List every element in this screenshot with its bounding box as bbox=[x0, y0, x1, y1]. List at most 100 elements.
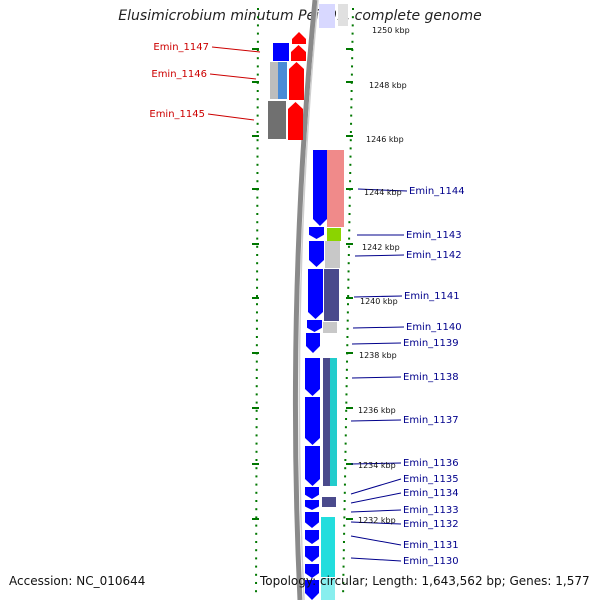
left-ruler-dot bbox=[256, 196, 259, 199]
right-ruler-dot bbox=[346, 344, 349, 347]
reverse-gene-block bbox=[305, 530, 319, 544]
gene-label-forward: Emin_1147 bbox=[153, 42, 209, 53]
left-ruler-dot bbox=[256, 172, 259, 174]
accession-text: Accession: NC_010644 bbox=[9, 574, 146, 588]
forward-gene-emin-1147 bbox=[292, 32, 306, 44]
gene-label-leader bbox=[357, 188, 408, 192]
scale-label: 1240 kbp bbox=[360, 297, 398, 306]
right-ruler-dot bbox=[345, 377, 348, 379]
left-ruler-dot bbox=[255, 409, 258, 412]
gene-label-reverse: Emin_1143 bbox=[406, 230, 462, 241]
gene-label-reverse: Emin_1135 bbox=[403, 474, 459, 485]
right-ruler-dot bbox=[342, 557, 345, 560]
left-ruler-dot bbox=[256, 122, 259, 125]
gene-block bbox=[323, 358, 330, 486]
left-ruler-dot bbox=[256, 57, 259, 60]
gene-block bbox=[278, 62, 287, 99]
right-ruler-dot bbox=[348, 204, 351, 207]
left-ruler-dot bbox=[256, 262, 259, 265]
left-ruler-dot bbox=[256, 24, 259, 27]
gene-label-reverse: Emin_1144 bbox=[409, 186, 465, 197]
left-ruler-tick bbox=[252, 352, 259, 354]
left-ruler-dot bbox=[256, 40, 259, 43]
right-ruler-tick bbox=[346, 407, 353, 409]
gene-label-leader bbox=[354, 254, 405, 257]
gene-block-faint bbox=[319, 4, 335, 28]
left-ruler-dot bbox=[255, 319, 258, 322]
right-ruler-dot bbox=[347, 262, 350, 265]
reverse-gene-block bbox=[305, 397, 320, 445]
right-ruler-tick bbox=[346, 48, 353, 50]
right-ruler-dot bbox=[347, 295, 350, 297]
left-ruler-dot bbox=[256, 106, 259, 109]
reverse-gene-block bbox=[305, 564, 319, 578]
left-ruler-dot bbox=[255, 426, 258, 429]
left-ruler-dot bbox=[256, 65, 259, 68]
gene-label-leader bbox=[350, 462, 402, 465]
right-ruler-dot bbox=[344, 467, 347, 470]
left-ruler-dot bbox=[256, 131, 259, 133]
forward-gene-emin-1146 bbox=[289, 62, 304, 100]
scale-label: 1242 kbp bbox=[362, 243, 400, 252]
left-ruler-dot bbox=[256, 90, 259, 92]
gene-label-reverse: Emin_1131 bbox=[403, 540, 459, 551]
reverse-gene-block bbox=[306, 333, 320, 353]
reverse-gene-block bbox=[305, 546, 319, 562]
left-ruler-dot bbox=[256, 278, 259, 281]
left-ruler-dot bbox=[256, 32, 259, 35]
left-ruler-tick bbox=[252, 188, 259, 190]
right-ruler-dot bbox=[344, 475, 347, 478]
right-ruler-dot bbox=[346, 319, 349, 322]
right-ruler-dot bbox=[347, 278, 350, 281]
right-ruler-dot bbox=[350, 90, 353, 92]
left-ruler-tick bbox=[252, 48, 259, 50]
right-ruler-dot bbox=[347, 254, 350, 256]
left-ruler-dot bbox=[256, 155, 259, 158]
right-ruler-dot bbox=[345, 368, 348, 371]
left-ruler-dot bbox=[255, 532, 258, 535]
right-ruler-tick bbox=[346, 352, 353, 354]
right-ruler-dot bbox=[345, 385, 348, 388]
right-ruler-dot bbox=[350, 114, 353, 117]
left-ruler-dot bbox=[256, 286, 259, 289]
left-ruler-dot bbox=[255, 459, 258, 461]
left-ruler-dot bbox=[255, 590, 258, 593]
left-ruler-dot bbox=[255, 442, 258, 445]
gene-labels: Emin_1147 Emin_1146 Emin_1145 Emin_1144 Emin… bbox=[149, 42, 464, 567]
right-ruler-dot bbox=[345, 409, 348, 412]
right-ruler-dot bbox=[345, 393, 348, 396]
left-ruler-dot bbox=[256, 270, 259, 273]
left-ruler-dot bbox=[256, 254, 259, 256]
right-ruler-dot bbox=[342, 565, 345, 568]
gene-label-reverse: Emin_1141 bbox=[404, 291, 460, 302]
left-ruler-dot bbox=[255, 483, 258, 486]
right-ruler-dot bbox=[348, 229, 351, 232]
scale-label: 1238 kbp bbox=[359, 351, 397, 360]
gene-label-leader bbox=[350, 521, 402, 525]
gene-label-reverse: Emin_1139 bbox=[403, 338, 459, 349]
map-title: Elusimicrobium minutum Pei191, complete … bbox=[118, 8, 482, 24]
gene-label-leader bbox=[211, 46, 261, 53]
gene-block bbox=[323, 322, 337, 333]
left-ruler-dot bbox=[255, 377, 258, 379]
right-ruler-dot bbox=[342, 573, 345, 576]
gene-label-forward: Emin_1146 bbox=[151, 69, 207, 80]
reverse-gene-block bbox=[305, 358, 320, 396]
right-ruler-dot bbox=[351, 57, 354, 60]
gene-label-leader bbox=[350, 557, 402, 562]
left-ruler-dot bbox=[255, 450, 258, 453]
right-ruler-dot bbox=[351, 16, 354, 19]
right-ruler-dot bbox=[344, 434, 347, 437]
right-ruler-dot bbox=[346, 360, 349, 363]
right-ruler-dot bbox=[343, 516, 346, 519]
gene-label-reverse: Emin_1136 bbox=[403, 458, 459, 469]
right-ruler-dot bbox=[349, 139, 352, 142]
right-ruler-dot bbox=[348, 196, 351, 199]
right-ruler-dot bbox=[351, 40, 354, 43]
right-ruler-dot bbox=[351, 24, 354, 27]
left-ruler-dot bbox=[256, 213, 259, 215]
right-ruler-dot bbox=[343, 524, 346, 527]
right-ruler-dot bbox=[352, 8, 354, 10]
gene-block bbox=[322, 497, 336, 507]
left-ruler-dot bbox=[256, 139, 259, 142]
